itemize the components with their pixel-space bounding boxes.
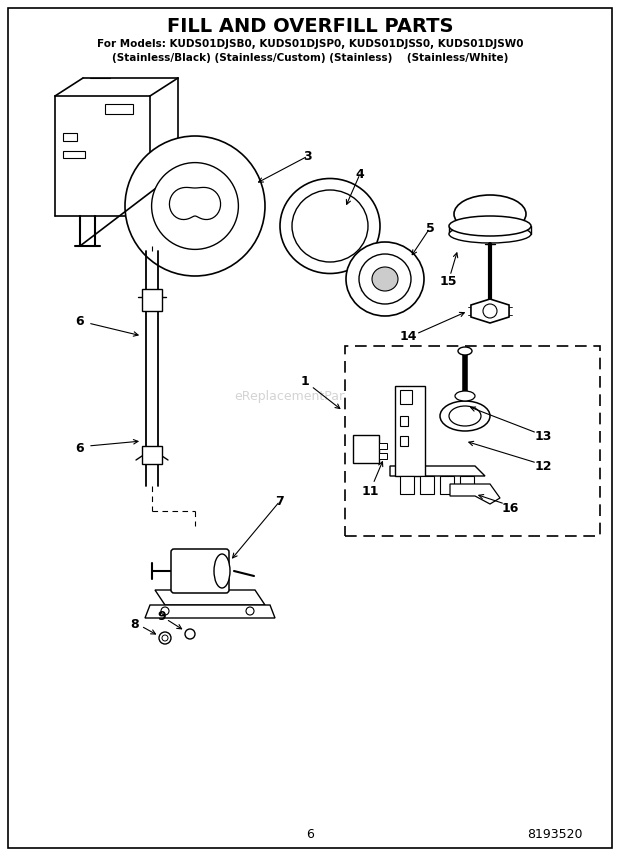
- Ellipse shape: [455, 391, 475, 401]
- Circle shape: [159, 632, 171, 644]
- Text: 14: 14: [399, 330, 417, 342]
- Text: 6: 6: [76, 442, 84, 455]
- Text: (Stainless/Black) (Stainless/Custom) (Stainless)    (Stainless/White): (Stainless/Black) (Stainless/Custom) (St…: [112, 53, 508, 63]
- Bar: [379, 453, 387, 459]
- Text: eReplacementParts.com: eReplacementParts.com: [234, 389, 386, 402]
- Bar: [420, 476, 434, 494]
- Circle shape: [246, 607, 254, 615]
- Polygon shape: [450, 484, 500, 504]
- Circle shape: [162, 635, 168, 641]
- FancyBboxPatch shape: [171, 549, 229, 593]
- Text: 5: 5: [425, 222, 435, 235]
- Ellipse shape: [214, 554, 230, 588]
- Ellipse shape: [292, 190, 368, 262]
- Ellipse shape: [449, 216, 531, 236]
- Ellipse shape: [449, 225, 531, 243]
- Bar: [105, 104, 133, 114]
- Bar: [142, 289, 162, 311]
- Ellipse shape: [280, 179, 380, 274]
- Bar: [345, 346, 600, 536]
- Bar: [63, 133, 77, 141]
- Bar: [63, 151, 85, 158]
- Text: 16: 16: [502, 502, 519, 514]
- Bar: [353, 435, 379, 463]
- Text: 3: 3: [304, 150, 312, 163]
- Circle shape: [125, 136, 265, 276]
- Text: FILL AND OVERFILL PARTS: FILL AND OVERFILL PARTS: [167, 16, 453, 35]
- Ellipse shape: [458, 347, 472, 355]
- Polygon shape: [145, 605, 275, 618]
- Circle shape: [152, 163, 239, 249]
- Bar: [142, 446, 162, 464]
- Polygon shape: [471, 299, 509, 323]
- Polygon shape: [155, 590, 265, 605]
- Polygon shape: [169, 187, 221, 219]
- Ellipse shape: [454, 195, 526, 233]
- Bar: [440, 476, 454, 494]
- Ellipse shape: [449, 406, 481, 426]
- Bar: [400, 476, 414, 494]
- Text: 6: 6: [76, 314, 84, 328]
- Circle shape: [161, 607, 169, 615]
- Text: 9: 9: [157, 609, 166, 622]
- Text: 6: 6: [306, 828, 314, 841]
- Text: 11: 11: [361, 484, 379, 497]
- Text: 13: 13: [534, 430, 552, 443]
- Bar: [395, 386, 425, 476]
- Text: 1: 1: [301, 375, 309, 388]
- Bar: [379, 443, 387, 449]
- Text: For Models: KUDS01DJSB0, KUDS01DJSP0, KUDS01DJSS0, KUDS01DJSW0: For Models: KUDS01DJSB0, KUDS01DJSP0, KU…: [97, 39, 523, 49]
- Text: 15: 15: [439, 275, 457, 288]
- Ellipse shape: [359, 254, 411, 304]
- Text: 7: 7: [276, 495, 285, 508]
- Ellipse shape: [372, 267, 398, 291]
- Circle shape: [185, 629, 195, 639]
- Bar: [400, 416, 408, 426]
- Text: 8193520: 8193520: [527, 828, 583, 841]
- Text: 8: 8: [131, 617, 140, 631]
- Bar: [400, 436, 408, 446]
- Ellipse shape: [346, 242, 424, 316]
- Bar: [400, 390, 412, 404]
- Circle shape: [483, 304, 497, 318]
- Text: 12: 12: [534, 460, 552, 473]
- Bar: [460, 476, 474, 494]
- Text: 4: 4: [356, 168, 365, 181]
- Ellipse shape: [440, 401, 490, 431]
- Polygon shape: [390, 466, 485, 476]
